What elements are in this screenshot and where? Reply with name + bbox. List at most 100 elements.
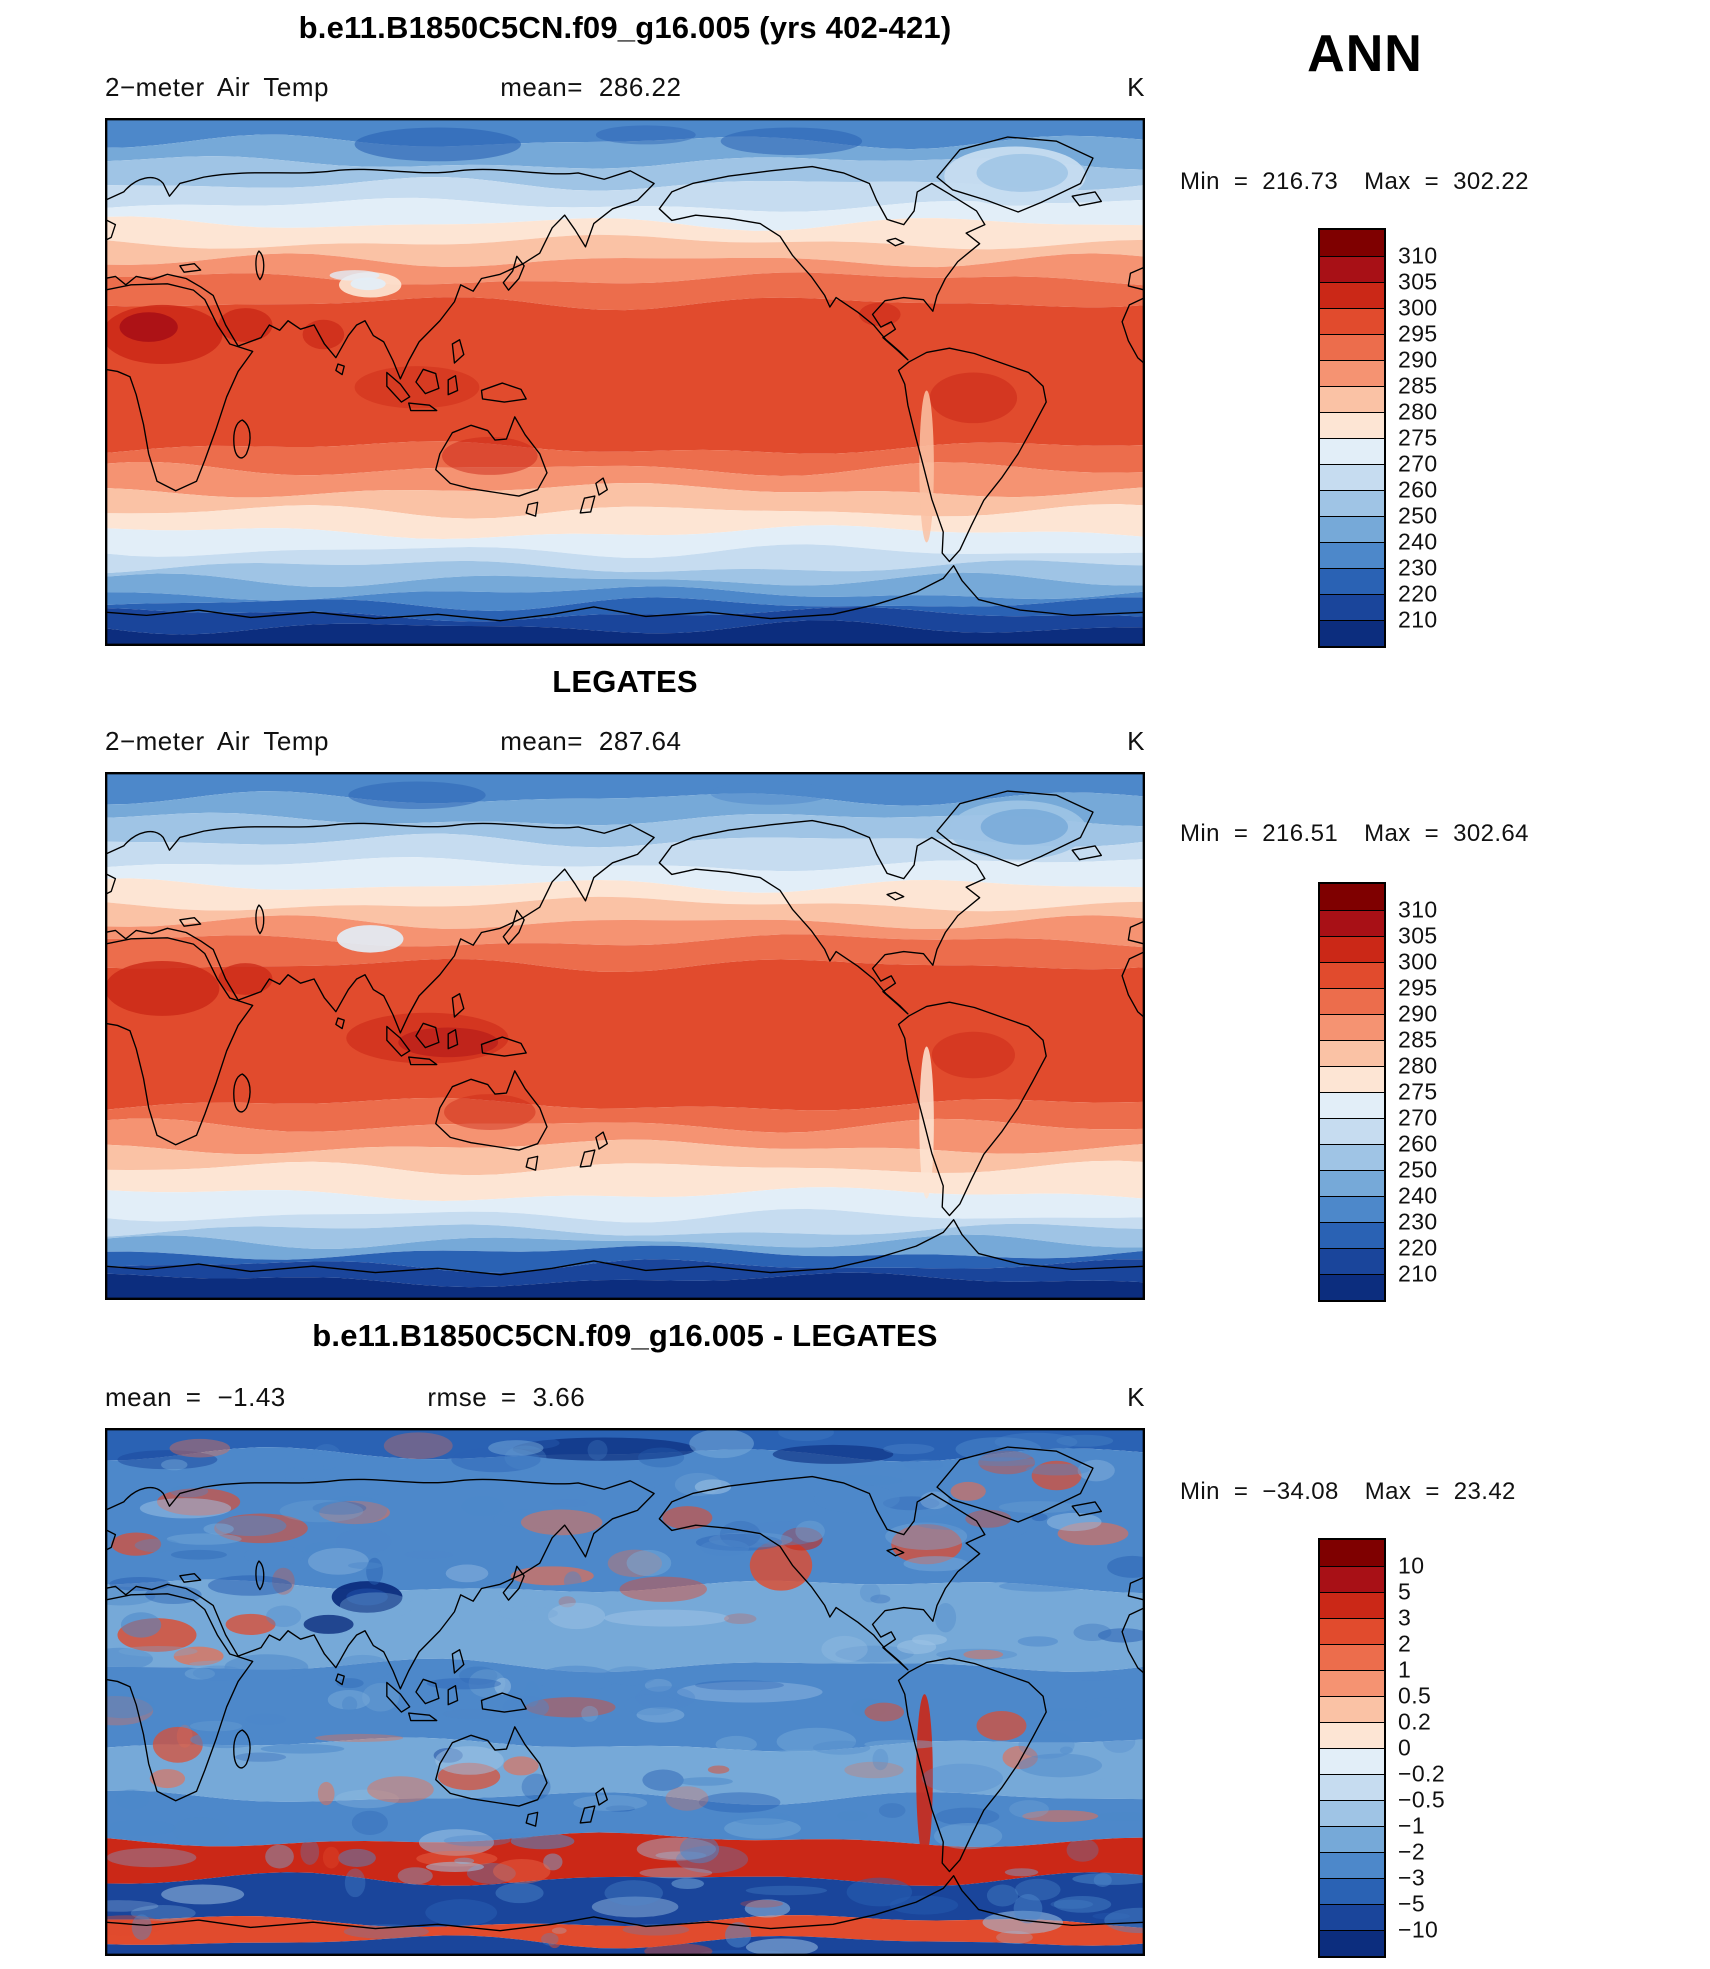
colorbar-cell xyxy=(1320,1592,1384,1618)
colorbar-scale xyxy=(1318,1538,1386,1958)
colorbar-cell xyxy=(1320,962,1384,988)
colorbar-tick-label: 305 xyxy=(1398,268,1438,295)
model-temperature-map xyxy=(105,118,1145,646)
colorbar-cell xyxy=(1320,1566,1384,1592)
colorbar-cell xyxy=(1320,282,1384,308)
colorbar-cell xyxy=(1320,1196,1384,1222)
colorbar-cell xyxy=(1320,1852,1384,1878)
diff-subtitle-row: mean = −1.43 rmse = 3.66 K xyxy=(105,1382,1145,1416)
colorbar-tick-label: −0.2 xyxy=(1398,1760,1446,1787)
colorbar-tick-label: 210 xyxy=(1398,1260,1438,1287)
colorbar-tick-label: 295 xyxy=(1398,974,1438,1001)
mean-stat: mean= 286.22 xyxy=(500,72,681,103)
colorbar-tick-label: 0 xyxy=(1398,1734,1412,1761)
colorbar-cell xyxy=(1320,884,1384,910)
min-label: Min xyxy=(1180,820,1220,847)
colorbar-tick-label: 10 xyxy=(1398,1552,1425,1579)
colorbar-cell xyxy=(1320,1170,1384,1196)
colorbar-cell xyxy=(1320,438,1384,464)
mean-stat: mean = −1.43 xyxy=(105,1382,286,1413)
colorbar-tick-label: 0.2 xyxy=(1398,1708,1432,1735)
colorbar-tick-label: 275 xyxy=(1398,1078,1438,1105)
min-label: Min xyxy=(1180,168,1220,195)
max-label: Max xyxy=(1364,168,1411,195)
colorbar-tick-label: 300 xyxy=(1398,294,1438,321)
colorbar-tick-label: 5 xyxy=(1398,1578,1412,1605)
equals-sign: = xyxy=(1425,1478,1440,1505)
max-value: 302.64 xyxy=(1453,820,1529,847)
colorbar-tick-label: 310 xyxy=(1398,242,1438,269)
colorbar-scale xyxy=(1318,228,1386,648)
colorbar-tick-label: 240 xyxy=(1398,1182,1438,1209)
min-label: Min xyxy=(1180,1478,1220,1505)
colorbar-tick-label: 240 xyxy=(1398,528,1438,555)
diff-temperature-map xyxy=(105,1428,1145,1956)
colorbar-tick-label: 280 xyxy=(1398,398,1438,425)
equals-sign: = xyxy=(1424,168,1440,195)
colorbar-cell xyxy=(1320,360,1384,386)
colorbar-cell xyxy=(1320,1274,1384,1300)
colorbar-cell xyxy=(1320,910,1384,936)
mean-label: mean = xyxy=(105,1382,202,1412)
colorbar-tick-label: 260 xyxy=(1398,1130,1438,1157)
mean-label: mean= xyxy=(500,726,583,756)
colorbar-tick-label: −0.5 xyxy=(1398,1786,1446,1813)
colorbar-tick-label: 310 xyxy=(1398,896,1438,923)
diff-minmax-stats: Min = −34.08 Max = 23.42 xyxy=(1180,1478,1700,1506)
map-canvas xyxy=(105,772,1145,1300)
colorbar-cell xyxy=(1320,1878,1384,1904)
mean-stat: mean= 287.64 xyxy=(500,726,681,757)
colorbar-tick-label: −5 xyxy=(1398,1890,1426,1917)
max-label: Max xyxy=(1364,820,1411,847)
obs-colorbar: 310 305 300 295 290 285 280 275 270 260 250 240 230 2… xyxy=(1318,882,1528,1302)
colorbar-cell xyxy=(1320,1670,1384,1696)
min-value: −34.08 xyxy=(1262,1478,1339,1505)
colorbar-tick-label: 260 xyxy=(1398,476,1438,503)
colorbar-tick-label: −10 xyxy=(1398,1916,1439,1943)
colorbar-tick-label: −2 xyxy=(1398,1838,1426,1865)
colorbar-tick-label: 285 xyxy=(1398,372,1438,399)
colorbar-cell xyxy=(1320,1092,1384,1118)
model-subtitle-row: 2−meter Air Temp mean= 286.22 K xyxy=(105,72,1145,106)
colorbar-cell xyxy=(1320,308,1384,334)
colorbar-cell xyxy=(1320,334,1384,360)
mean-value: 287.64 xyxy=(598,726,682,756)
model-panel-title: b.e11.B1850C5CN.f09_g16.005 (yrs 402-421… xyxy=(298,10,952,45)
colorbar-cell xyxy=(1320,988,1384,1014)
colorbar-tick-label: 295 xyxy=(1398,320,1438,347)
obs-panel-title: LEGATES xyxy=(552,664,698,699)
colorbar-tick-label: 270 xyxy=(1398,1104,1438,1131)
colorbar-cell xyxy=(1320,1618,1384,1644)
colorbar-cell xyxy=(1320,256,1384,282)
colorbar-tick-label: −3 xyxy=(1398,1864,1426,1891)
colorbar-cell xyxy=(1320,1118,1384,1144)
model-colorbar: 310 305 300 295 290 285 280 275 270 260 250 240 230 2… xyxy=(1318,228,1528,648)
colorbar-cell xyxy=(1320,594,1384,620)
colorbar-cell xyxy=(1320,1248,1384,1274)
units-label: K xyxy=(1127,1382,1145,1412)
colorbar-tick-label: 305 xyxy=(1398,922,1438,949)
colorbar-tick-label: 1 xyxy=(1398,1656,1412,1683)
obs-subtitle-row: 2−meter Air Temp mean= 287.64 K xyxy=(105,726,1145,760)
colorbar-cell xyxy=(1320,1644,1384,1670)
colorbar-tick-label: 220 xyxy=(1398,1234,1438,1261)
colorbar-tick-label: 230 xyxy=(1398,1208,1438,1235)
colorbar-tick-label: 250 xyxy=(1398,1156,1438,1183)
colorbar-tick-label: 300 xyxy=(1398,948,1438,975)
rmse-label: rmse = xyxy=(427,1382,517,1412)
colorbar-cell xyxy=(1320,1040,1384,1066)
colorbar-cell xyxy=(1320,412,1384,438)
colorbar-tick-label: 275 xyxy=(1398,424,1438,451)
colorbar-cell xyxy=(1320,1696,1384,1722)
colorbar-cell xyxy=(1320,542,1384,568)
units-label: K xyxy=(1127,72,1145,102)
colorbar-tick-label: 290 xyxy=(1398,1000,1438,1027)
colorbar-cell xyxy=(1320,1800,1384,1826)
colorbar-cell xyxy=(1320,386,1384,412)
diff-panel-title: b.e11.B1850C5CN.f09_g16.005 - LEGATES xyxy=(312,1318,938,1353)
diff-colorbar: 10 5 3 2 1 0.5 0.2 0 −0.2 −0.5 −1 −2 −3 −5 −10 xyxy=(1318,1538,1528,1958)
rmse-stat: rmse = 3.66 xyxy=(427,1382,585,1413)
colorbar-cell xyxy=(1320,620,1384,646)
colorbar-tick-label: 230 xyxy=(1398,554,1438,581)
colorbar-cell xyxy=(1320,568,1384,594)
